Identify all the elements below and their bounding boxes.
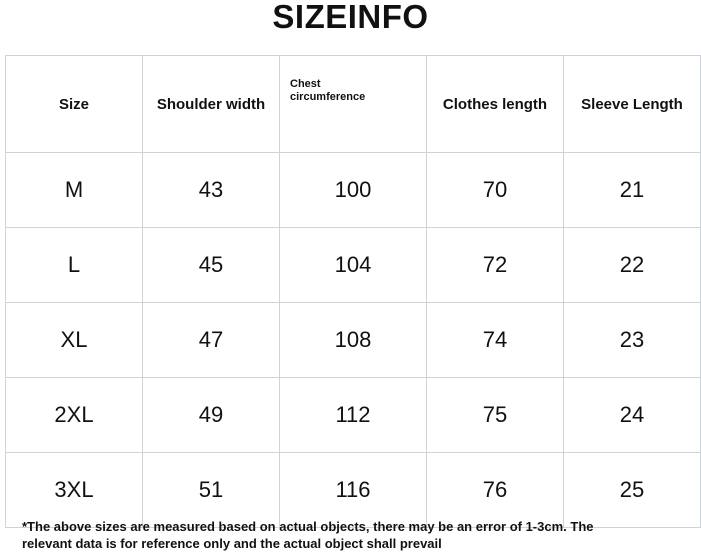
table-cell: 116 bbox=[279, 452, 427, 528]
table-cell: 72 bbox=[426, 227, 564, 303]
table-row: 3XL 51 116 76 25 bbox=[5, 452, 701, 528]
table-cell: 74 bbox=[426, 302, 564, 378]
table-cell: 2XL bbox=[5, 377, 143, 453]
table-cell: 112 bbox=[279, 377, 427, 453]
table-cell: 43 bbox=[142, 152, 280, 228]
table-cell: 75 bbox=[426, 377, 564, 453]
table-cell: M bbox=[5, 152, 143, 228]
table-cell: 25 bbox=[563, 452, 701, 528]
column-header: Size bbox=[5, 55, 143, 153]
size-table: Size Shoulder width Chest circumference Clo… bbox=[5, 55, 701, 528]
table-cell: 108 bbox=[279, 302, 427, 378]
table-cell: 51 bbox=[142, 452, 280, 528]
column-header: Sleeve Length bbox=[563, 55, 701, 153]
table-cell: L bbox=[5, 227, 143, 303]
table-cell: 24 bbox=[563, 377, 701, 453]
table-row: M 43 100 70 21 bbox=[5, 152, 701, 228]
column-header: Chest circumference bbox=[279, 55, 427, 153]
table-cell: 47 bbox=[142, 302, 280, 378]
table-cell: 76 bbox=[426, 452, 564, 528]
column-header: Clothes length bbox=[426, 55, 564, 153]
table-cell: 104 bbox=[279, 227, 427, 303]
title: SIZEINFO bbox=[272, 0, 429, 35]
table-cell: 22 bbox=[563, 227, 701, 303]
table-cell: XL bbox=[5, 302, 143, 378]
footnote-line: relevant data is for reference only and … bbox=[22, 536, 442, 551]
table-cell: 21 bbox=[563, 152, 701, 228]
table-row: XL 47 108 74 23 bbox=[5, 302, 701, 378]
table-cell: 100 bbox=[279, 152, 427, 228]
footnote: *The above sizes are measured based on a… bbox=[22, 518, 594, 552]
column-header: Shoulder width bbox=[142, 55, 280, 153]
header-row: Size Shoulder width Chest circumference Clo… bbox=[5, 55, 701, 153]
table-cell: 45 bbox=[142, 227, 280, 303]
table-cell: 23 bbox=[563, 302, 701, 378]
header-text: Chest circumference bbox=[290, 78, 366, 103]
footnote-line: *The above sizes are measured based on a… bbox=[22, 519, 594, 534]
table-cell: 49 bbox=[142, 377, 280, 453]
table-row: 2XL 49 112 75 24 bbox=[5, 377, 701, 453]
table-cell: 3XL bbox=[5, 452, 143, 528]
table-cell: 70 bbox=[426, 152, 564, 228]
table-body: M 43 100 70 21 L 45 104 72 22 XL 47 108 74 23 2XL 49 112 7… bbox=[5, 152, 701, 528]
table-row: L 45 104 72 22 bbox=[5, 227, 701, 303]
